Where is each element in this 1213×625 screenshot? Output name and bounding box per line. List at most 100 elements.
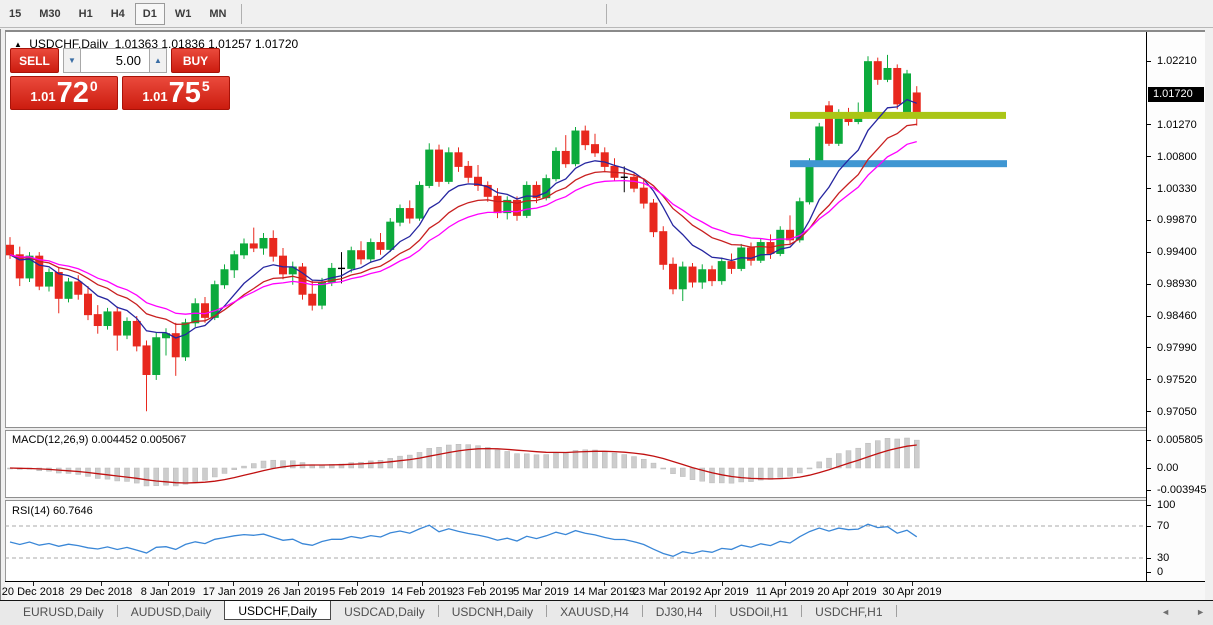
price-tick-mark	[1147, 156, 1151, 158]
collapse-triangle-icon[interactable]: ▲	[14, 40, 22, 49]
timeframe-button-d1[interactable]: D1	[134, 2, 165, 25]
tab-separator	[546, 605, 548, 617]
buy-quote-button[interactable]: 1.01 75 5	[122, 76, 230, 110]
time-tick-label: 5 Mar 2019	[513, 586, 569, 598]
time-axis[interactable]: 20 Dec 2018 29 Dec 2018 8 Jan 2019 17 Jan 2…	[2, 582, 1205, 600]
panel-splitter-macd[interactable]	[5, 427, 1146, 431]
price-tick-label: 0.97050	[1157, 405, 1197, 418]
macd-signal-line	[9, 444, 917, 484]
tab-dj30-h4[interactable]: DJ30,H4	[655, 605, 703, 619]
rsi-line	[9, 523, 918, 557]
price-tick-mark	[1147, 188, 1151, 190]
volume-decrease-button[interactable]: ▼	[63, 48, 81, 73]
price-tick-label: 1.01270	[1157, 118, 1197, 131]
time-tick-mark	[722, 582, 723, 586]
price-axis[interactable]: 1.02210 1.01270 1.00800 1.00330 0.99870 0.994…	[1147, 32, 1207, 581]
time-tick-mark	[664, 582, 665, 586]
price-tick-label: 1.00330	[1157, 182, 1197, 195]
time-tick-label: 26 Jan 2019	[267, 586, 329, 598]
timeframe-button-w1[interactable]: W1	[174, 7, 192, 20]
rsi-tick-mark	[1147, 572, 1151, 573]
price-tick-mark	[1147, 283, 1151, 285]
macd-tick-mark	[1147, 468, 1151, 469]
time-tick-label: 29 Dec 2018	[69, 586, 133, 598]
time-tick-mark	[168, 582, 169, 586]
macd-indicator-label: MACD(12,26,9) 0.004452 0.005067	[12, 434, 187, 446]
time-tick-mark	[298, 582, 299, 586]
tab-usdcnh-daily[interactable]: USDCNH,Daily	[451, 605, 534, 619]
time-tick-mark	[541, 582, 542, 586]
timeframe-button-m30[interactable]: M30	[39, 7, 61, 20]
time-tick-mark	[604, 582, 605, 586]
macd-tick-mark	[1147, 440, 1151, 441]
tab-separator	[715, 605, 717, 617]
time-tick-label: 23 Mar 2019	[633, 586, 695, 598]
spin-down-icon: ▼	[68, 56, 76, 65]
tab-usdoil-h1[interactable]: USDOil,H1	[729, 605, 789, 619]
bar-open: 1.01363	[114, 37, 159, 51]
sell-price-pipette: 0	[89, 78, 98, 94]
chart-border-top	[5, 30, 1205, 32]
tab-usdcad-daily[interactable]: USDCAD,Daily	[344, 605, 425, 619]
tabs-scroll-left-icon[interactable]: ◄	[1161, 607, 1171, 617]
macd-tick-mark	[1147, 490, 1151, 491]
tab-eurusd-daily[interactable]: EURUSD,Daily	[23, 605, 104, 619]
price-tick-label: 0.99400	[1157, 246, 1197, 259]
price-tick-label: 0.98460	[1157, 310, 1197, 322]
tabs-scroll-right-icon[interactable]: ►	[1196, 607, 1205, 617]
time-tick-mark	[33, 582, 34, 586]
main-chart-canvas[interactable]	[5, 33, 1146, 427]
bar-high: 1.01836	[161, 37, 205, 51]
timeframe-button-h1[interactable]: H1	[78, 7, 93, 20]
chart-border-bottom	[5, 581, 1205, 582]
price-tick-label: 0.97990	[1157, 341, 1197, 354]
tab-audusd-daily[interactable]: AUDUSD,Daily	[130, 605, 212, 619]
price-axis-line	[1146, 32, 1147, 581]
price-tick-mark	[1147, 219, 1151, 221]
time-tick-label: 23 Feb 2019	[452, 586, 514, 598]
time-tick-label: 2 Apr 2019	[695, 586, 749, 598]
time-tick-mark	[847, 582, 848, 586]
price-tick-mark	[1147, 347, 1151, 349]
sell-price-figure: 1.01	[30, 89, 56, 104]
chart-border-left	[5, 32, 6, 581]
rsi-chart-canvas[interactable]	[5, 502, 1146, 581]
timeframe-button-mn[interactable]: MN	[209, 7, 227, 20]
timeframe-button-15[interactable]: 15	[9, 7, 22, 20]
price-tick-mark	[1147, 251, 1151, 253]
sell-quote-button[interactable]: 1.01 72 0	[10, 76, 118, 110]
rsi-tick-mark	[1147, 558, 1151, 559]
time-tick-label: 14 Mar 2019	[573, 586, 635, 598]
buy-price-figure: 1.01	[142, 89, 168, 104]
tab-usdchf-h1[interactable]: USDCHF,H1	[815, 605, 883, 619]
time-tick-mark	[483, 582, 484, 586]
tab-xauusd-h4[interactable]: XAUUSD,H4	[560, 605, 629, 619]
resistance-hline	[790, 111, 1006, 119]
tab-usdchf-daily[interactable]: USDCHF,Daily	[224, 601, 332, 620]
toolbar-separator	[241, 3, 243, 24]
moving-average-fast	[9, 98, 917, 339]
macd-chart-canvas[interactable]	[5, 432, 1146, 497]
rsi-tick-label: 70	[1157, 520, 1170, 532]
time-tick-label: 17 Jan 2019	[202, 586, 264, 598]
time-tick-mark	[422, 582, 423, 586]
rsi-tick-label: 30	[1157, 552, 1170, 564]
bar-low: 1.01257	[208, 37, 252, 51]
timeframe-buttons: 15 M30 H1 H4 D1 W1 MN	[0, 2, 235, 25]
tab-separator	[641, 605, 643, 617]
macd-tick-label: -0.003945	[1157, 484, 1207, 496]
rsi-tick-label: 0	[1157, 566, 1164, 578]
volume-increase-button[interactable]: ▲	[149, 48, 167, 73]
volume-input[interactable]: 5.00	[81, 48, 149, 73]
panel-splitter-rsi[interactable]	[5, 497, 1146, 501]
price-tick-mark	[1147, 60, 1151, 62]
time-tick-mark	[357, 582, 358, 586]
timeframe-button-h4[interactable]: H4	[110, 7, 125, 20]
bar-close: 1.01720	[254, 37, 299, 51]
sell-button[interactable]: SELL	[10, 48, 59, 73]
price-tick-label: 1.02210	[1157, 55, 1197, 67]
moving-average-medium	[9, 123, 917, 325]
current-price-tag: 1.01720	[1148, 87, 1204, 103]
buy-button[interactable]: BUY	[171, 48, 220, 73]
